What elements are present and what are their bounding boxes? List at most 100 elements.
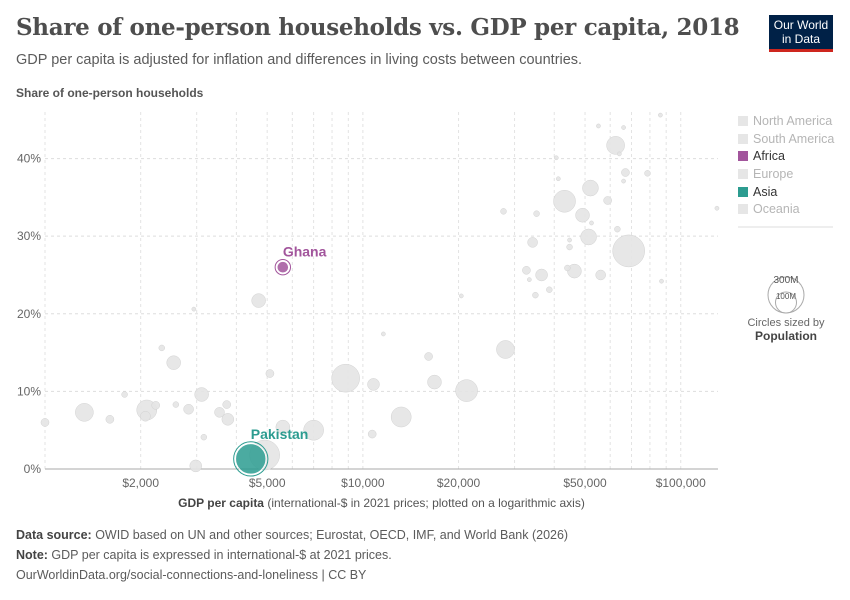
data-point — [533, 210, 540, 217]
legend-item[interactable]: Europe — [738, 165, 834, 183]
data-point — [194, 387, 209, 402]
point-label-ghana: Ghana — [283, 244, 327, 260]
legend-label: Asia — [753, 184, 778, 199]
data-point — [390, 406, 412, 428]
data-point — [427, 374, 442, 390]
data-point — [140, 410, 151, 422]
data-point — [172, 401, 180, 408]
x-axis-label: GDP per capita (international-$ in 2021 … — [178, 496, 585, 510]
legend-item[interactable]: Oceania — [738, 200, 834, 218]
data-point — [612, 234, 645, 268]
data-point — [200, 433, 208, 441]
data-point — [567, 237, 572, 243]
data-point — [303, 419, 324, 441]
size-legend: 300M 100M Circles sized by Population — [738, 274, 834, 343]
legend-label: Africa — [753, 149, 785, 164]
data-point — [532, 291, 539, 299]
legend-item[interactable]: Africa — [738, 147, 834, 165]
y-tick-label: 0% — [24, 462, 42, 476]
data-point — [458, 293, 464, 299]
legend-swatch — [738, 133, 748, 144]
data-point — [221, 413, 235, 426]
legend-item[interactable]: Asia — [738, 183, 834, 201]
data-point — [527, 277, 532, 282]
data-point — [275, 419, 291, 435]
legend-swatch — [738, 186, 748, 197]
x-tick-label: $100,000 — [656, 476, 706, 490]
x-tick-label: $5,000 — [249, 476, 286, 490]
x-tick-label: $2,000 — [122, 476, 159, 490]
data-point — [617, 151, 622, 157]
data-point — [40, 418, 50, 427]
data-point — [603, 196, 612, 205]
legend: North America South America Africa Europe As… — [738, 112, 834, 218]
data-point — [596, 123, 601, 129]
data-point — [527, 237, 538, 248]
data-point — [658, 112, 663, 118]
data-point — [580, 228, 597, 246]
legend-swatch — [738, 151, 748, 162]
data-point — [500, 208, 507, 215]
legend-item[interactable]: South America — [738, 130, 834, 148]
size-variable: Population — [755, 329, 817, 343]
data-point — [75, 403, 94, 422]
data-point — [183, 404, 194, 415]
legend-label: South America — [753, 131, 835, 146]
data-point — [566, 243, 573, 251]
y-tick-label: 40% — [17, 152, 41, 166]
owid-logo[interactable]: Our World in Data — [769, 15, 833, 52]
legend-swatch — [738, 115, 748, 126]
size-legend-large: 300M — [773, 275, 798, 286]
y-axis-label: Share of one-person households — [16, 86, 204, 100]
data-point — [621, 125, 626, 130]
data-point — [659, 278, 664, 284]
data-point — [535, 268, 548, 282]
data-point — [214, 407, 225, 418]
data-point — [582, 179, 599, 197]
highlight-ring — [274, 259, 292, 276]
x-tick-label: $10,000 — [341, 476, 385, 490]
data-point — [606, 136, 625, 155]
legend-swatch — [738, 204, 748, 215]
data-point — [151, 401, 160, 410]
y-tick-label: 10% — [17, 384, 41, 398]
size-legend-small: 100M — [776, 292, 796, 301]
data-point — [424, 352, 433, 361]
data-point — [546, 286, 553, 293]
legend-label: Oceania — [753, 202, 800, 217]
data-point — [553, 190, 576, 213]
data-point — [496, 340, 515, 359]
data-point-ghana — [276, 261, 289, 274]
point-label-pakistan: Pakistan — [251, 426, 309, 442]
legend-item[interactable]: North America — [738, 112, 834, 130]
data-point — [595, 269, 606, 281]
x-tick-label: $20,000 — [437, 476, 481, 490]
data-point-pakistan — [235, 443, 267, 475]
data-point — [555, 176, 561, 182]
data-point — [121, 391, 128, 398]
data-point — [166, 355, 181, 370]
highlight-ring — [233, 441, 269, 477]
y-tick-label: 20% — [17, 307, 41, 321]
data-point — [381, 331, 386, 337]
data-point — [621, 178, 626, 184]
data-point — [189, 459, 202, 473]
source-link[interactable]: OurWorldinData.org/social-connections-an… — [16, 568, 367, 582]
data-source: Data source: OWID based on UN and other … — [16, 528, 569, 542]
data-point — [105, 415, 115, 424]
data-point — [367, 378, 380, 391]
data-point — [575, 207, 590, 223]
data-point — [614, 225, 621, 233]
note: Note: GDP per capita is expressed in int… — [16, 548, 392, 562]
data-point — [331, 363, 360, 393]
data-point — [191, 306, 197, 312]
data-point — [455, 379, 478, 402]
data-point — [621, 168, 630, 177]
data-point — [714, 205, 720, 211]
size-note: Circles sized by — [747, 317, 825, 329]
data-point — [265, 369, 275, 378]
data-point — [251, 293, 266, 308]
legend-label: Europe — [753, 166, 794, 181]
